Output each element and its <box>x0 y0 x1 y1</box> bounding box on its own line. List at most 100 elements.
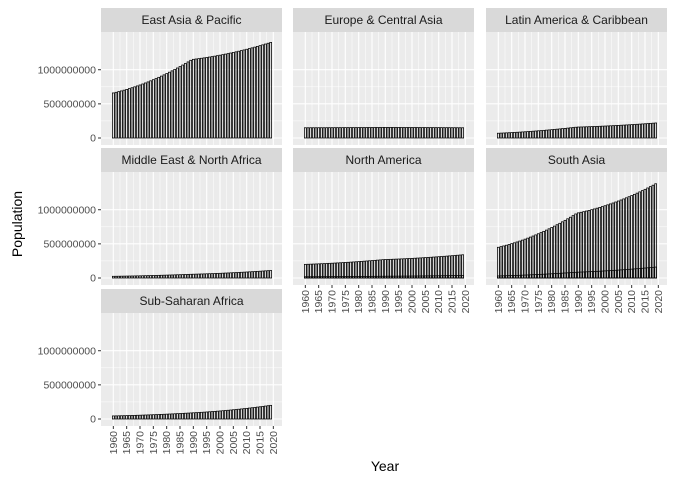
bar <box>437 256 440 279</box>
bar <box>181 412 184 420</box>
bar <box>312 276 315 279</box>
bars-group <box>304 254 464 279</box>
bar <box>186 412 190 420</box>
bar <box>561 221 564 279</box>
bar <box>426 275 430 279</box>
x-tick-label: 1960 <box>493 290 505 314</box>
bar <box>261 270 264 279</box>
bar <box>418 275 422 279</box>
bar <box>352 276 355 279</box>
bar <box>306 276 310 279</box>
bar <box>408 127 411 139</box>
bar <box>229 272 232 279</box>
x-tick-label: 1970 <box>135 431 147 455</box>
bars-group <box>112 270 272 279</box>
panel-background <box>101 313 282 426</box>
bar <box>505 244 508 279</box>
bar <box>266 270 270 279</box>
bar <box>595 126 599 139</box>
bar <box>344 276 347 279</box>
bar <box>646 187 649 279</box>
bar <box>242 408 246 420</box>
x-tick-label: 1965 <box>313 290 325 314</box>
x-tick-label: 1960 <box>108 431 120 455</box>
bar <box>405 275 408 279</box>
bar <box>309 263 312 279</box>
bar <box>458 254 462 279</box>
bars-group <box>112 42 272 139</box>
bar <box>577 212 580 279</box>
bar <box>237 50 240 139</box>
bar <box>184 412 187 420</box>
bar <box>237 408 240 420</box>
bar <box>226 409 230 420</box>
bar <box>654 266 657 279</box>
facet-strip <box>293 8 474 32</box>
bar <box>378 259 382 279</box>
bar <box>571 272 575 279</box>
bar <box>130 87 134 139</box>
bar <box>523 274 527 279</box>
bar <box>344 262 347 279</box>
y-tick-label: 1000000000 <box>38 64 97 76</box>
bar <box>125 275 128 279</box>
bar <box>365 127 368 139</box>
bar <box>641 267 644 279</box>
bar <box>378 275 382 279</box>
bar <box>349 276 352 279</box>
bar <box>192 412 195 420</box>
bar <box>325 127 328 139</box>
bar <box>569 216 572 279</box>
bar <box>304 263 307 279</box>
facet-strip <box>101 289 282 313</box>
bar <box>304 127 307 139</box>
bar <box>453 255 456 279</box>
bar <box>192 273 195 279</box>
bar <box>261 44 264 139</box>
bar <box>258 406 262 420</box>
facet-strip-label: Latin America & Caribbean <box>505 13 648 27</box>
bar <box>349 261 352 279</box>
bar <box>413 275 416 279</box>
bar <box>170 70 174 139</box>
bars-group <box>497 122 657 139</box>
x-tick-label: 1985 <box>560 290 572 314</box>
bar <box>603 205 607 279</box>
bar <box>386 259 390 279</box>
bar <box>617 125 620 139</box>
bar <box>458 127 462 139</box>
bar <box>458 275 462 279</box>
bar <box>370 127 374 139</box>
x-tick-label: 2020 <box>268 431 280 455</box>
bar <box>558 128 561 139</box>
bar <box>200 57 203 139</box>
bar <box>312 127 315 139</box>
bar <box>266 405 270 420</box>
bar <box>117 91 120 139</box>
bar <box>445 255 448 279</box>
y-tick-label: 500000000 <box>43 380 96 392</box>
bar <box>523 238 527 279</box>
bar <box>152 414 155 420</box>
bar <box>518 131 521 139</box>
x-axis-title: Year <box>371 458 400 474</box>
bar <box>253 46 256 139</box>
bar <box>649 267 652 279</box>
bar <box>320 127 323 139</box>
bar <box>582 126 585 139</box>
bar <box>165 413 168 420</box>
bar <box>518 274 521 279</box>
bar <box>598 125 601 139</box>
bar <box>633 124 636 139</box>
facet-strip-label: Middle East & North Africa <box>121 153 261 167</box>
bar <box>162 413 166 420</box>
bar <box>365 260 368 279</box>
bar <box>125 415 128 420</box>
facet-panel: Latin America & Caribbean <box>486 8 667 145</box>
bar <box>563 272 567 279</box>
bar <box>553 225 556 279</box>
bar <box>264 270 267 279</box>
bar <box>133 275 136 279</box>
